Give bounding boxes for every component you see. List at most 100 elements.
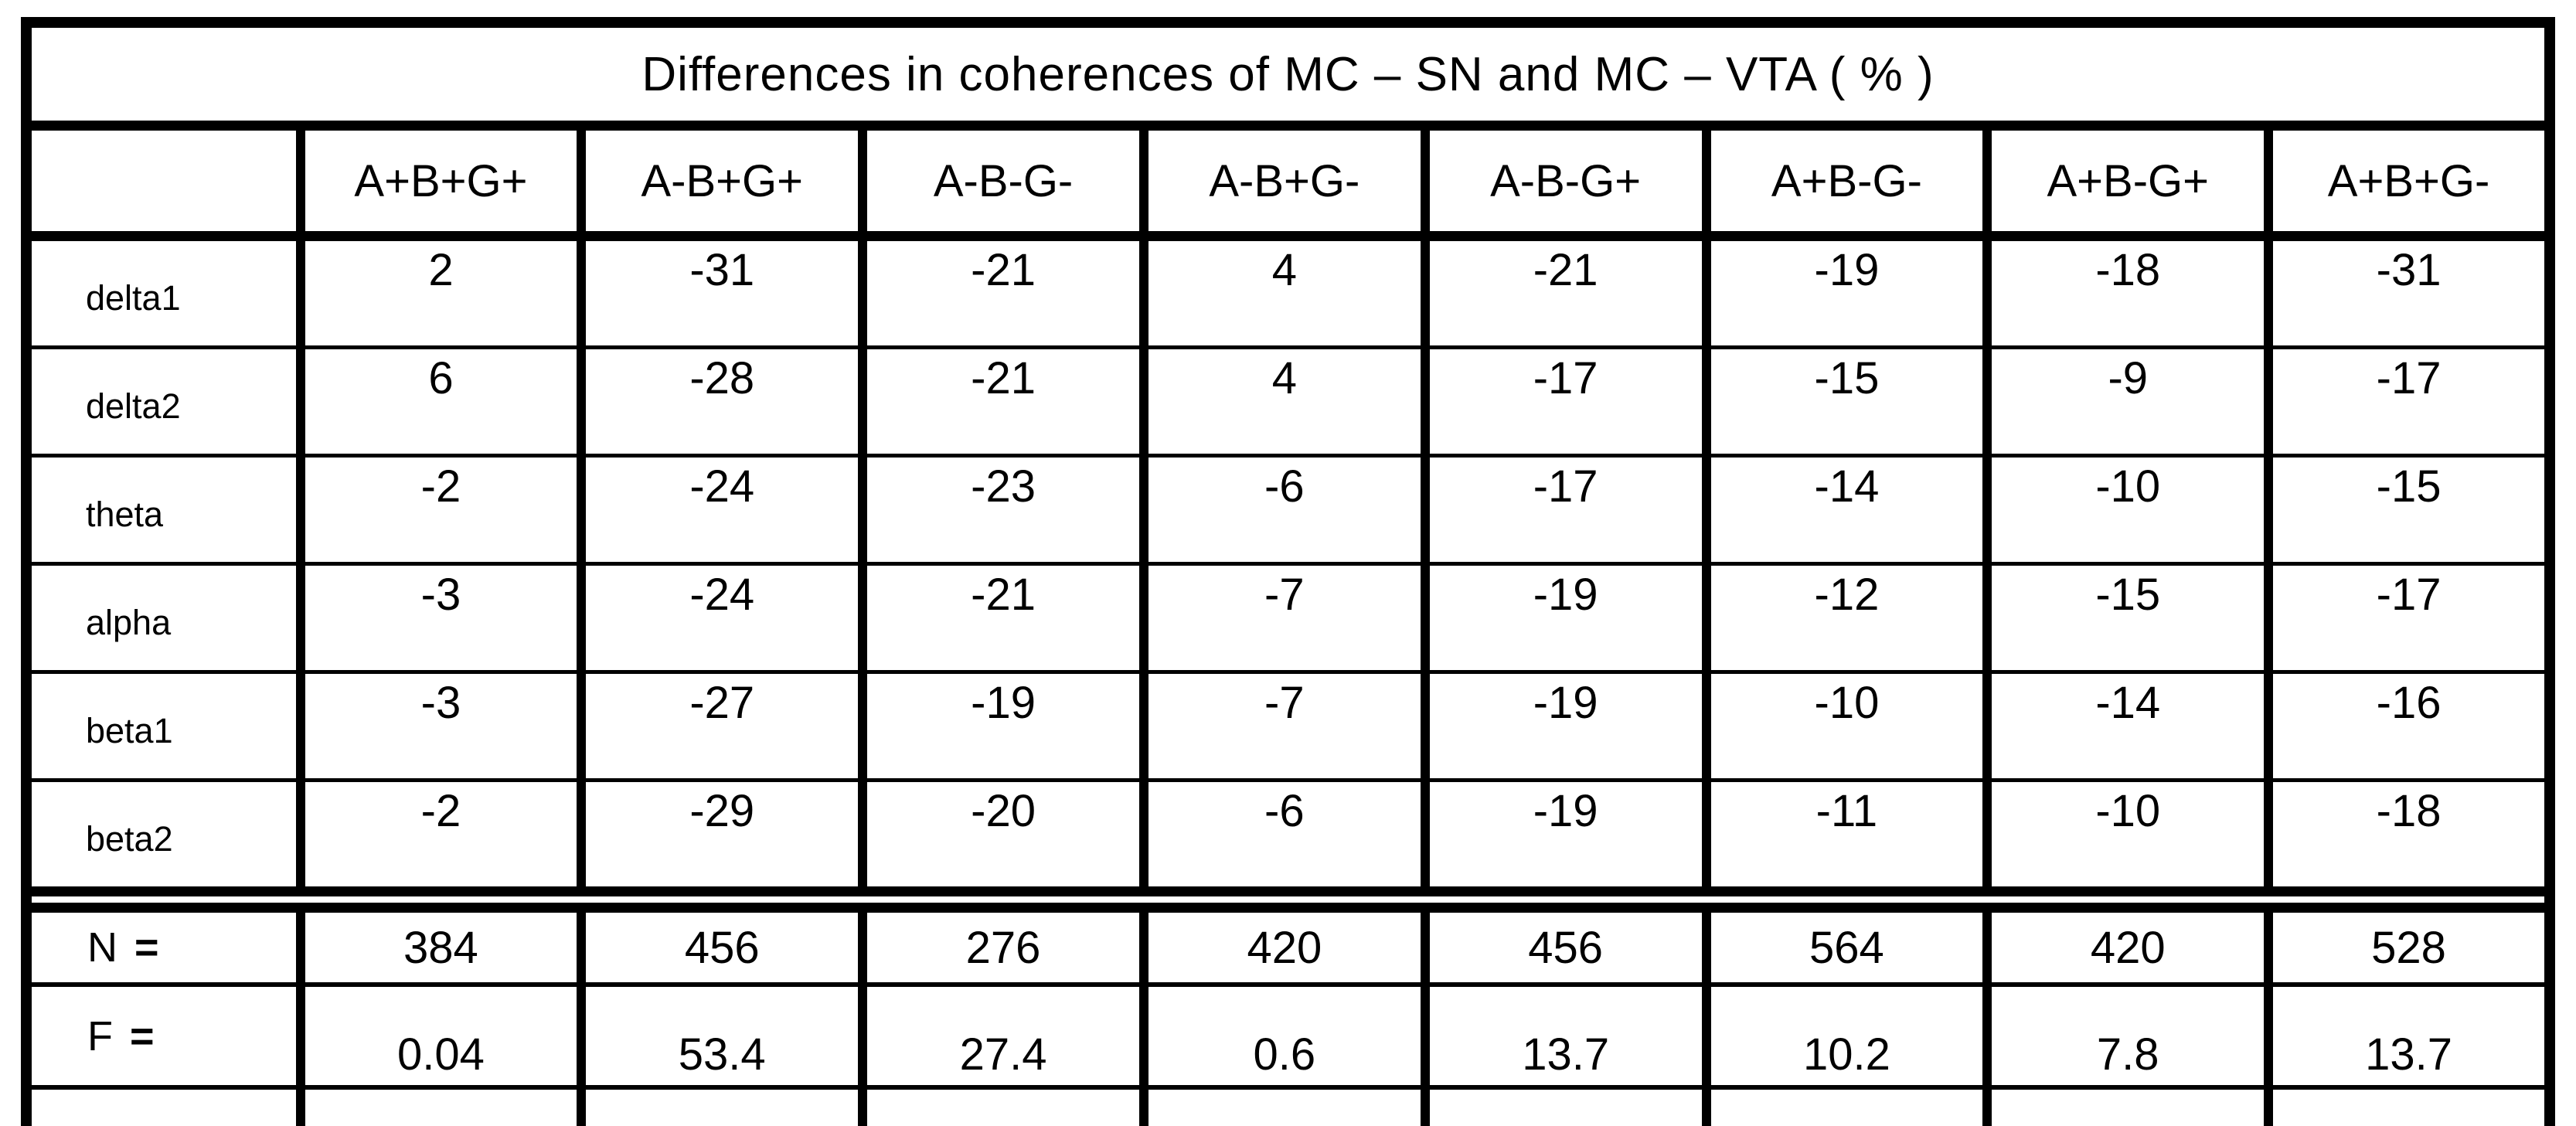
coherence-differences-table: Differences in coherences of MC – SN and… xyxy=(21,17,2555,1126)
stat-cell: 0.0002 xyxy=(1420,1087,1707,1126)
row-label: beta1 xyxy=(26,672,301,782)
table-row-delta1: delta1 2 -31 -21 4 -21 -19 -18 -31 xyxy=(26,236,2550,349)
data-cell: -24 xyxy=(577,563,863,674)
stat-label: p= xyxy=(26,1087,301,1126)
table-row-theta: theta -2 -24 -23 -6 -17 -14 -10 -15 xyxy=(26,455,2550,566)
data-cell: -18 xyxy=(2264,780,2550,896)
data-cell: -19 xyxy=(1701,236,1988,349)
data-cell: -6 xyxy=(1138,780,1425,896)
stat-label: N = xyxy=(26,907,301,987)
stat-cell: 10.2 xyxy=(1701,985,1988,1090)
data-cell: -7 xyxy=(1138,563,1425,674)
column-header: A-B-G+ xyxy=(1420,125,1707,241)
column-header: A+B-G+ xyxy=(1982,125,2269,241)
data-cell: -11 xyxy=(1701,780,1988,896)
data-cell: -21 xyxy=(1420,236,1707,349)
column-header: A+B-G- xyxy=(1701,125,1988,241)
row-label: delta2 xyxy=(26,347,301,458)
row-label: alpha xyxy=(26,563,301,674)
stat-cell: 0.0000 xyxy=(577,1087,863,1126)
stat-row-p: p= 0.8440 0.0000 0.0000 0.4330 0.0002 0.… xyxy=(26,1087,2550,1126)
data-cell: -17 xyxy=(1420,455,1707,566)
column-header: A-B+G- xyxy=(1138,125,1425,241)
data-cell: -15 xyxy=(1982,563,2269,674)
stat-cell: 7.8 xyxy=(1982,985,2269,1090)
stat-cell: 384 xyxy=(295,907,582,987)
stat-cell: 420 xyxy=(1138,907,1425,987)
data-cell: -3 xyxy=(295,563,582,674)
data-cell: -21 xyxy=(858,347,1144,458)
data-cell: -3 xyxy=(295,672,582,782)
table-row-beta1: beta1 -3 -27 -19 -7 -19 -10 -14 -16 xyxy=(26,672,2550,782)
stat-cell: 0.6 xyxy=(1138,985,1425,1090)
equals-sign: = xyxy=(128,1124,152,1126)
row-label: delta1 xyxy=(26,236,301,349)
data-cell: -28 xyxy=(577,347,863,458)
data-cell: -21 xyxy=(858,563,1144,674)
data-cell: -27 xyxy=(577,672,863,782)
row-label: theta xyxy=(26,455,301,566)
separator-gap xyxy=(26,891,2550,913)
stat-cell: 53.4 xyxy=(577,985,863,1090)
data-cell: -14 xyxy=(1982,672,2269,782)
data-cell: -10 xyxy=(1982,780,2269,896)
stat-cell: 456 xyxy=(577,907,863,987)
double-rule-separator xyxy=(26,891,2550,913)
data-cell: 4 xyxy=(1138,347,1425,458)
stat-label: F = xyxy=(26,985,301,1090)
stat-cell: 0.0000 xyxy=(858,1087,1144,1126)
stat-cell: 420 xyxy=(1982,907,2269,987)
column-header: A+B+G+ xyxy=(295,125,582,241)
data-cell: -10 xyxy=(1982,455,2269,566)
data-cell: -21 xyxy=(858,236,1144,349)
data-cell: -16 xyxy=(2264,672,2550,782)
stat-cell: 276 xyxy=(858,907,1144,987)
stat-cell: 0.04 xyxy=(295,985,582,1090)
data-cell: -20 xyxy=(858,780,1144,896)
data-cell: -19 xyxy=(1420,672,1707,782)
stat-cell: 0.4330 xyxy=(1138,1087,1425,1126)
data-cell: -10 xyxy=(1701,672,1988,782)
stat-row-f: F = 0.04 53.4 27.4 0.6 13.7 10.2 7.8 13.7 xyxy=(26,985,2550,1090)
stat-cell: 0.0056 xyxy=(1982,1087,2269,1126)
stat-cell: 0.0002 xyxy=(2264,1087,2550,1126)
data-cell: -15 xyxy=(1701,347,1988,458)
column-header: A+B+G- xyxy=(2264,125,2550,241)
table-row-beta2: beta2 -2 -29 -20 -6 -19 -11 -10 -18 xyxy=(26,780,2550,896)
stat-row-n: N = 384 456 276 420 456 564 420 528 xyxy=(26,907,2550,987)
stat-letter: N xyxy=(87,924,117,971)
stat-cell: 0.8440 xyxy=(295,1087,582,1126)
data-cell: -15 xyxy=(2264,455,2550,566)
data-cell: -19 xyxy=(1420,563,1707,674)
data-cell: -23 xyxy=(858,455,1144,566)
data-cell: -2 xyxy=(295,455,582,566)
column-header: A-B+G+ xyxy=(577,125,863,241)
data-cell: -2 xyxy=(295,780,582,896)
stat-cell: 528 xyxy=(2264,907,2550,987)
stat-cell: 456 xyxy=(1420,907,1707,987)
stat-cell: 27.4 xyxy=(858,985,1144,1090)
data-cell: -12 xyxy=(1701,563,1988,674)
data-cell: -9 xyxy=(1982,347,2269,458)
data-cell: -31 xyxy=(577,236,863,349)
data-cell: -17 xyxy=(1420,347,1707,458)
row-label: beta2 xyxy=(26,780,301,896)
corner-cell xyxy=(26,125,301,241)
equals-sign: = xyxy=(134,924,159,971)
data-cell: -7 xyxy=(1138,672,1425,782)
table-row-delta2: delta2 6 -28 -21 4 -17 -15 -9 -17 xyxy=(26,347,2550,458)
data-cell: -29 xyxy=(577,780,863,896)
title-row: Differences in coherences of MC – SN and… xyxy=(26,22,2550,131)
data-cell: 6 xyxy=(295,347,582,458)
stat-cell: 13.7 xyxy=(2264,985,2550,1090)
data-cell: -6 xyxy=(1138,455,1425,566)
data-cell: -17 xyxy=(2264,347,2550,458)
data-cell: -19 xyxy=(1420,780,1707,896)
stat-cell: 564 xyxy=(1701,907,1988,987)
data-cell: 4 xyxy=(1138,236,1425,349)
table-title: Differences in coherences of MC – SN and… xyxy=(26,22,2550,131)
table-row-alpha: alpha -3 -24 -21 -7 -19 -12 -15 -17 xyxy=(26,563,2550,674)
stat-cell: 13.7 xyxy=(1420,985,1707,1090)
data-cell: -24 xyxy=(577,455,863,566)
stat-letter: p xyxy=(87,1124,111,1126)
